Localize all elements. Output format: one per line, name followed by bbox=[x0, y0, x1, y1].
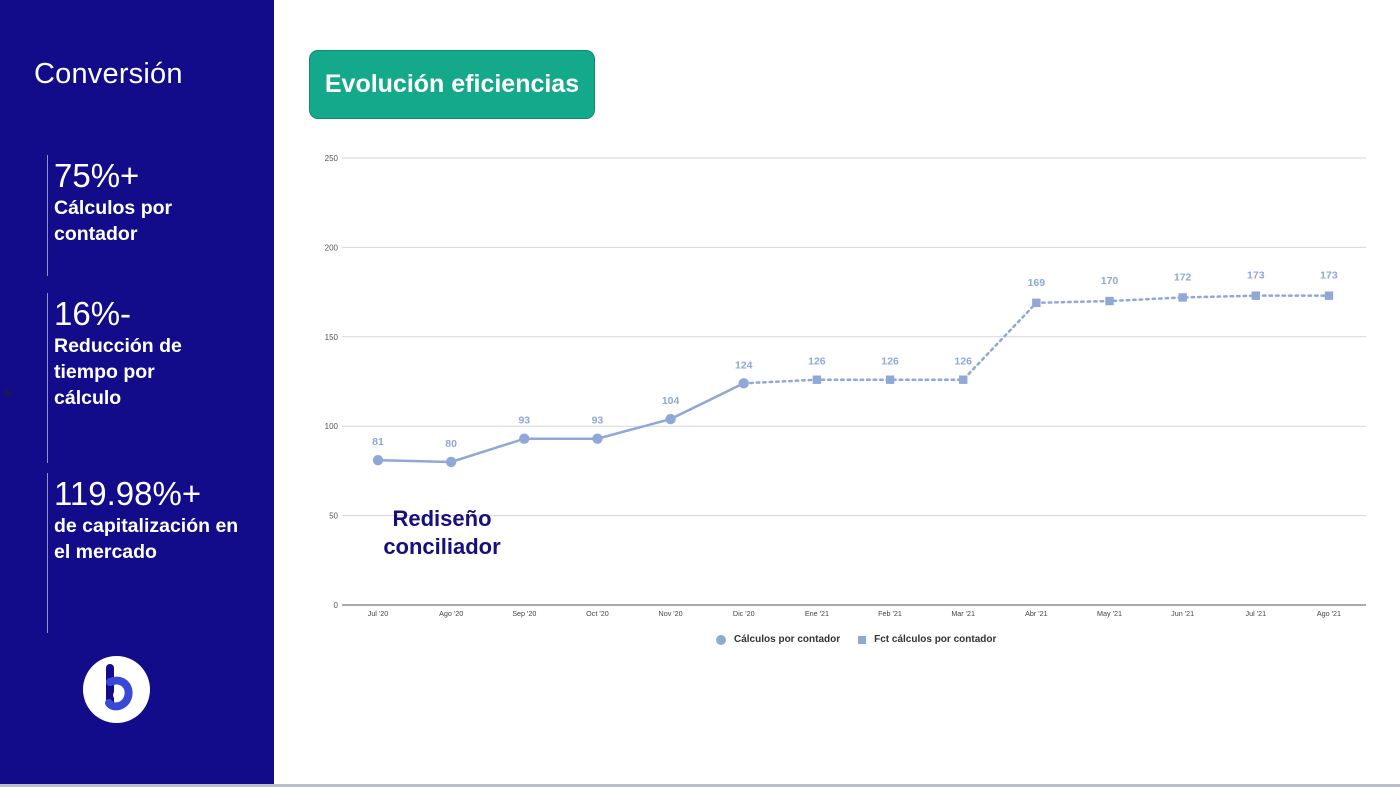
forecast-point bbox=[885, 375, 895, 384]
data-label: 126 bbox=[881, 356, 899, 368]
x-tick-label: May '21 bbox=[1097, 609, 1122, 618]
forecast-point bbox=[1324, 291, 1334, 300]
kpi-value: 75%+ bbox=[54, 157, 140, 194]
x-tick-label: Nov '20 bbox=[659, 609, 683, 618]
x-tick-label: Jul '20 bbox=[368, 609, 389, 618]
data-label: 169 bbox=[1028, 277, 1046, 289]
x-tick-label: Oct '20 bbox=[586, 609, 609, 618]
data-label: 81 bbox=[372, 436, 384, 448]
legend-square-icon bbox=[858, 635, 867, 644]
x-tick-label: Sep '20 bbox=[512, 609, 536, 618]
data-label: 124 bbox=[735, 359, 753, 371]
y-tick-label: 50 bbox=[329, 512, 338, 521]
data-label: 80 bbox=[445, 438, 457, 450]
x-tick-label: Ago '20 bbox=[439, 609, 463, 618]
forecast-point bbox=[1178, 293, 1187, 302]
data-label: 104 bbox=[662, 395, 680, 407]
forecast-point bbox=[959, 375, 968, 384]
forecast-point bbox=[1251, 291, 1260, 300]
b-logo-icon bbox=[83, 656, 150, 723]
x-tick-label: Ene '21 bbox=[805, 609, 829, 618]
data-label: 126 bbox=[954, 356, 972, 368]
data-label: 93 bbox=[518, 415, 530, 427]
stray-mark: tE bbox=[4, 388, 13, 398]
y-tick-label: 0 bbox=[334, 601, 339, 610]
kpi-reduccion: 16%- Reducción de tiempo por cálculo bbox=[47, 293, 269, 463]
x-tick-label: Jun '21 bbox=[1171, 609, 1194, 618]
series-line-fct bbox=[742, 294, 1331, 385]
data-point bbox=[519, 433, 530, 444]
y-tick-label: 150 bbox=[325, 333, 339, 342]
kpi-capitalizacion: 119.98%+ de capitalización en el mercado bbox=[47, 473, 269, 633]
sidebar-title: Conversión bbox=[34, 58, 183, 90]
x-tick-label: Mar '21 bbox=[951, 609, 975, 618]
chart-title-box: Evolución eficiencias bbox=[309, 50, 595, 119]
legend-label-calculos: Cálculos por contador bbox=[734, 634, 841, 645]
bottom-rule bbox=[0, 784, 1400, 787]
forecast-point bbox=[1105, 296, 1114, 306]
series-line-calculos bbox=[376, 382, 745, 464]
kpi-label: Cálculos por contador bbox=[54, 197, 173, 245]
data-label: 173 bbox=[1247, 270, 1265, 282]
kpi-calculos: 75%+ Cálculos por contador bbox=[47, 155, 269, 276]
data-point bbox=[592, 433, 603, 444]
forecast-point bbox=[812, 375, 822, 384]
data-label: 126 bbox=[808, 356, 826, 368]
y-tick-label: 200 bbox=[325, 243, 339, 252]
data-label: 173 bbox=[1320, 270, 1338, 282]
efficiency-line-chart: 0 50 100 150 200 250 Jul '20 Ago '20 Sep '20 Oct … bbox=[325, 154, 1366, 618]
sidebar: Conversión 75%+ Cálculos por contador 16… bbox=[0, 0, 274, 787]
data-point bbox=[665, 413, 676, 425]
x-tick-label: Ago '21 bbox=[1317, 609, 1341, 618]
legend-circle-icon bbox=[716, 634, 726, 645]
y-tick-label: 100 bbox=[325, 422, 339, 431]
y-tick-label: 250 bbox=[325, 154, 339, 163]
chart-legend: Cálculos por contador Fct cálculos por c… bbox=[716, 634, 996, 645]
data-point bbox=[372, 454, 384, 466]
forecast-point bbox=[1032, 298, 1041, 308]
kpi-value: 16%- bbox=[54, 295, 132, 332]
redesign-annotation: Rediseño conciliador bbox=[383, 506, 501, 559]
x-tick-label: Abr '21 bbox=[1025, 609, 1048, 618]
x-tick-label: Feb '21 bbox=[878, 609, 902, 618]
x-tick-label: Dic '20 bbox=[733, 609, 755, 618]
legend-label-fct: Fct cálculos por contador bbox=[874, 634, 997, 645]
data-label: 170 bbox=[1101, 275, 1119, 287]
kpi-value: 119.98%+ bbox=[54, 475, 202, 512]
x-tick-label: Jul '21 bbox=[1246, 609, 1267, 618]
data-label: 93 bbox=[592, 415, 604, 427]
b-logo-glyph bbox=[105, 664, 133, 711]
data-label: 172 bbox=[1174, 271, 1192, 283]
kpi-label: Reducción de tiempo por cálculo bbox=[54, 335, 182, 409]
kpi-label: de capitalización en el mercado bbox=[54, 515, 239, 563]
data-point bbox=[445, 456, 457, 468]
